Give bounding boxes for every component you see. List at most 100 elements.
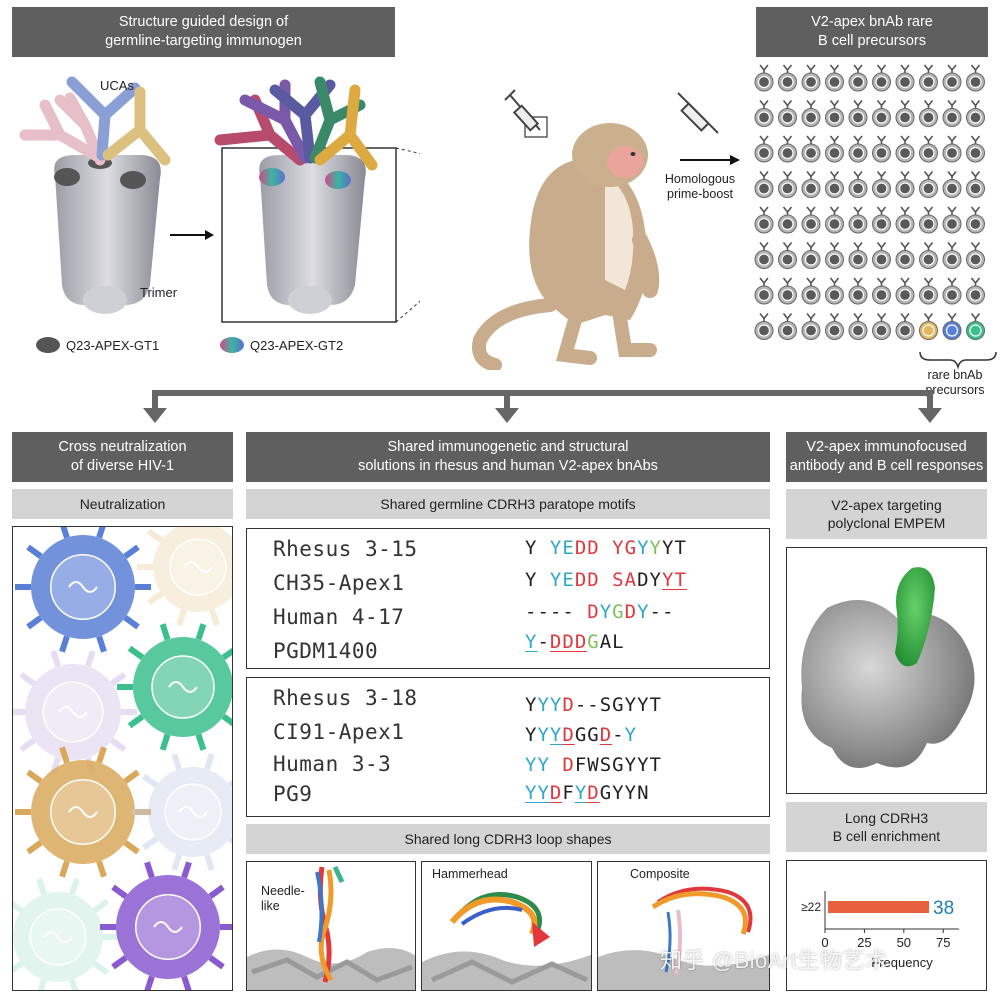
- b-cell: [778, 135, 797, 163]
- precursors-header: V2-apex bnAb rare B cell precursors: [756, 7, 988, 57]
- b-cell: [801, 206, 821, 234]
- needle-like-label: Needle-like: [261, 884, 305, 913]
- composite-structure: [598, 886, 769, 990]
- b-cell: [825, 206, 844, 234]
- legend-gt1-label: Q23-APEX-GT1: [66, 338, 159, 353]
- hiv-virion: [13, 878, 119, 990]
- b-cell: [966, 242, 985, 269]
- shape-composite: Composite: [597, 861, 770, 991]
- seq-sequence: Y YEDD SADYYT: [525, 569, 687, 591]
- rare-b-cell: [942, 313, 962, 340]
- hiv-virion: [137, 527, 232, 626]
- b-cell: [919, 206, 938, 234]
- b-cell: [825, 100, 844, 127]
- cross-neutralization-header: Cross neutralization of diverse HIV-1: [12, 432, 233, 482]
- b-cell: [825, 135, 844, 163]
- b-cell: [942, 171, 962, 198]
- b-cell: [848, 135, 868, 163]
- sequence-group-1: Rhesus 3-15 CH35-Apex1 Human 4-17 PGDM14…: [246, 528, 770, 669]
- watermark-text: 知乎 @BioArt生物艺术: [660, 948, 888, 973]
- b-cell: [919, 277, 938, 305]
- b-cell: [754, 171, 774, 198]
- hiv-virions-illustration: [13, 527, 232, 990]
- b-cell: [966, 100, 985, 127]
- needle-structure: [247, 865, 415, 990]
- loop-shapes-subheader: Shared long CDRH3 loop shapes: [246, 824, 770, 854]
- x-tick-label: 0: [821, 935, 828, 950]
- b-cell: [966, 277, 985, 305]
- b-cell: [848, 100, 868, 127]
- seq-sequence: ---- DYGDY--: [525, 601, 675, 623]
- b-cell: [848, 64, 868, 92]
- b-cell: [778, 171, 797, 198]
- b-cell: [778, 100, 797, 127]
- shared-solutions-header: Shared immunogenetic and structural solu…: [246, 432, 770, 482]
- uca-antibodies: [19, 76, 171, 166]
- seq-sequence: YYDFYDGYYN: [525, 782, 650, 804]
- seq-sequence: Y YEDD YGYYYT: [525, 537, 687, 559]
- b-cell: [919, 135, 938, 163]
- b-cell: [848, 242, 868, 269]
- b-cell: [778, 313, 797, 340]
- b-cell: [872, 277, 891, 305]
- seq-sequence: YYYD--SGYYT: [525, 694, 662, 716]
- seq-name: Human 4-17: [273, 605, 405, 629]
- seq-sequence: YYYDGGD-Y: [525, 724, 638, 746]
- hammerhead-label: Hammerhead: [432, 867, 508, 881]
- x-tick-label: 50: [897, 935, 911, 950]
- b-cell: [966, 206, 985, 234]
- b-cell: [801, 242, 821, 269]
- b-cell: [895, 64, 915, 92]
- paratope-motifs-subheader: Shared germline CDRH3 paratope motifs: [246, 489, 770, 519]
- rare-precursors-label: rare bnAb precursors: [925, 368, 985, 397]
- bar: [828, 901, 930, 913]
- b-cell: [778, 277, 797, 305]
- seq-name: PGDM1400: [273, 639, 379, 663]
- trimer-gt1: [54, 155, 161, 314]
- b-cell: [825, 242, 844, 269]
- hammerhead-structure: [422, 892, 591, 990]
- b-cell: [754, 135, 774, 163]
- b-cell: [919, 100, 938, 127]
- b-cell: [872, 100, 891, 127]
- prime-boost-label: Homologous prime-boost: [664, 172, 736, 201]
- b-cell: [778, 206, 797, 234]
- category-label: ≥22: [801, 900, 821, 914]
- b-cell: [754, 100, 774, 127]
- b-cell: [895, 313, 915, 340]
- syringe-icon: [504, 89, 541, 132]
- arrow-down-icon: [495, 408, 519, 423]
- data-label: 38: [933, 898, 954, 919]
- legend-gt2-label: Q23-APEX-GT2: [250, 338, 343, 353]
- neutralization-subheader: Neutralization: [12, 489, 233, 519]
- cdrh3-chart-panel: ≥22 38 0 25 50 75 Frequency: [786, 860, 987, 991]
- shape-needle-like: Needle-like: [246, 861, 416, 991]
- b-cell: [754, 242, 774, 269]
- trimer-gt2: [259, 155, 366, 314]
- seq-name: CI91-Apex1: [273, 720, 405, 744]
- trimer-illustration: UCAs Trimer Q23-APEX-GT1 Q23-APEX-GT2: [19, 76, 420, 353]
- b-cell: [895, 242, 915, 269]
- hiv-virion: [13, 650, 137, 774]
- b-cell: [754, 277, 774, 305]
- syringe-icon: [677, 92, 719, 134]
- b-cell: [872, 206, 891, 234]
- b-cell: [778, 242, 797, 269]
- hiv-virion: [117, 623, 232, 751]
- rare-b-cell: [919, 313, 938, 340]
- seq-name: Human 3-3: [273, 752, 392, 776]
- b-cell: [825, 277, 844, 305]
- seq-name: Rhesus 3-18: [273, 686, 418, 710]
- immunofocused-header: V2-apex immunofocused antibody and B cel…: [786, 432, 987, 482]
- b-cell: [895, 277, 915, 305]
- b-cell: [942, 100, 962, 127]
- b-cell: [966, 64, 985, 92]
- x-tick-label: 75: [936, 935, 950, 950]
- hiv-virion: [100, 861, 232, 990]
- composite-label: Composite: [630, 867, 690, 881]
- hiv-virion: [15, 527, 151, 653]
- hiv-virion: [132, 753, 232, 871]
- x-axis-label: Frequency: [871, 955, 933, 970]
- b-cell: [942, 206, 962, 234]
